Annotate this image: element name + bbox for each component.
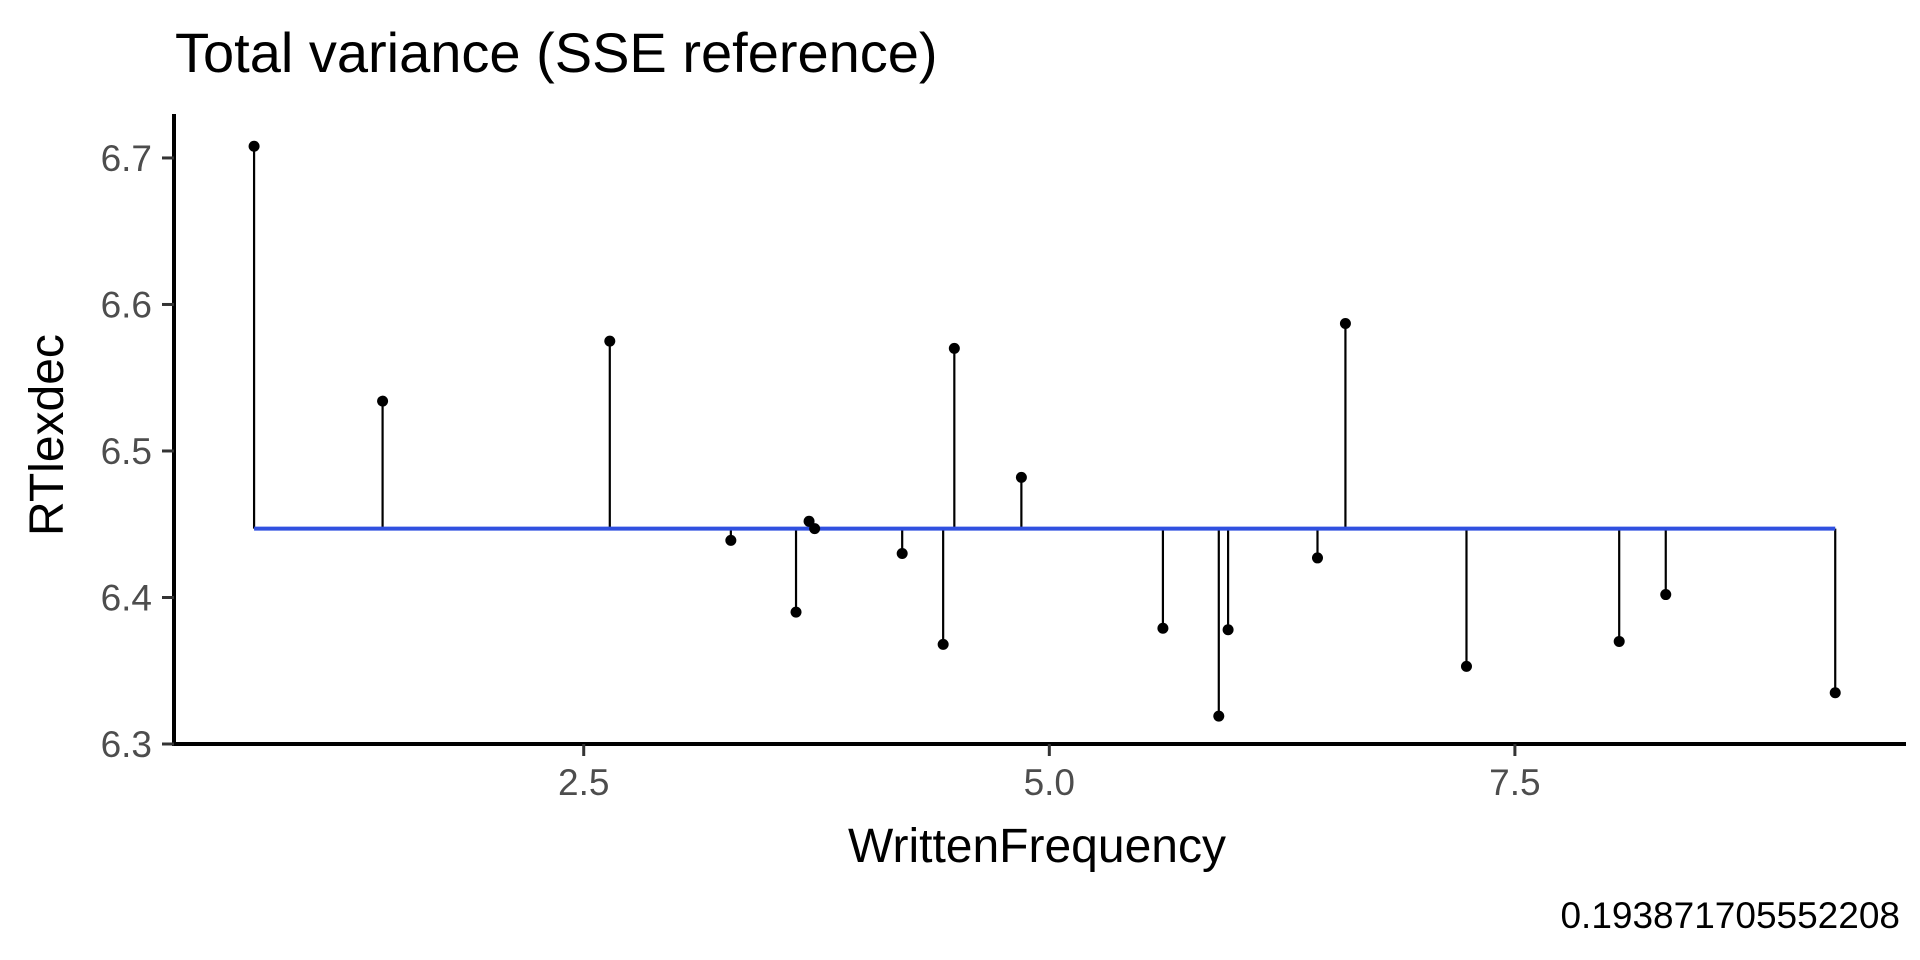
data-point — [1222, 624, 1234, 636]
data-point — [377, 395, 389, 407]
y-axis-ticks: 6.3 6.4 6.5 6.6 6.7 — [101, 138, 174, 765]
data-point — [809, 523, 821, 535]
data-point — [1613, 635, 1625, 647]
data-point — [1460, 660, 1472, 672]
y-axis-title: RTlexdec — [21, 334, 74, 536]
x-tick-label: 2.5 — [558, 762, 609, 803]
data-point — [1660, 589, 1672, 601]
chart-title: Total variance (SSE reference) — [175, 21, 938, 84]
x-tick-label: 7.5 — [1489, 762, 1540, 803]
caption: 0.193871705552208 — [1560, 895, 1900, 936]
data-point — [1339, 318, 1351, 330]
data-point — [725, 534, 737, 546]
y-tick-label: 6.6 — [101, 284, 152, 325]
y-tick-label: 6.5 — [101, 431, 152, 472]
y-tick-label: 6.7 — [101, 138, 152, 179]
data-point — [790, 606, 802, 618]
y-tick-label: 6.4 — [101, 577, 152, 618]
data-point — [604, 335, 616, 347]
data-point — [1829, 687, 1841, 699]
plot-area — [248, 140, 1841, 722]
y-tick-label: 6.3 — [101, 724, 152, 765]
data-point — [1015, 471, 1027, 483]
data-point — [896, 548, 908, 560]
data-point — [948, 342, 960, 354]
x-axis-title: WrittenFrequency — [848, 820, 1226, 873]
x-tick-label: 5.0 — [1024, 762, 1075, 803]
data-point — [1213, 710, 1225, 722]
x-axis-ticks: 2.5 5.0 7.5 — [558, 744, 1541, 803]
data-point — [248, 140, 260, 152]
data-point — [1157, 622, 1169, 634]
data-point — [1311, 552, 1323, 564]
data-point — [937, 638, 949, 650]
